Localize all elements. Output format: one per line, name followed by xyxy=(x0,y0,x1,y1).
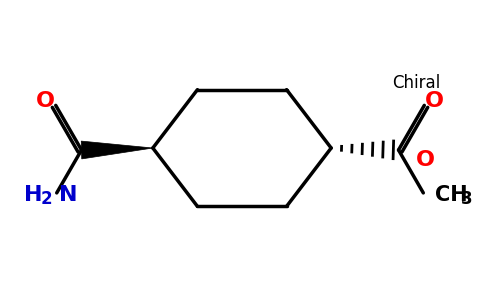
Text: H: H xyxy=(24,185,43,205)
Text: O: O xyxy=(424,92,444,111)
Text: Chiral: Chiral xyxy=(392,74,440,92)
Polygon shape xyxy=(81,141,153,159)
Text: 2: 2 xyxy=(40,190,52,208)
Text: N: N xyxy=(59,185,77,205)
Text: 3: 3 xyxy=(461,190,472,208)
Text: CH: CH xyxy=(435,185,468,205)
Text: O: O xyxy=(416,150,436,170)
Text: O: O xyxy=(36,92,55,111)
